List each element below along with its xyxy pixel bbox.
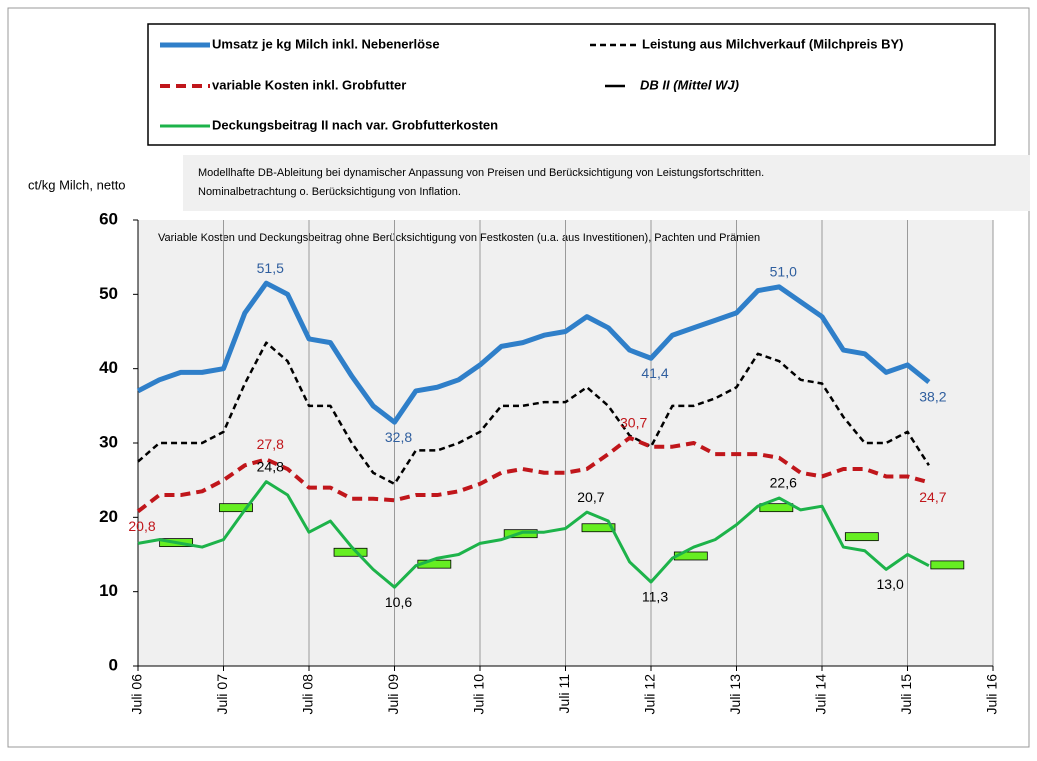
data-label: 20,7 — [577, 489, 604, 505]
data-label: 27,8 — [257, 436, 284, 452]
mean-marker — [581, 523, 616, 533]
y-axis-label: ct/kg Milch, netto — [28, 177, 126, 192]
mean-marker — [759, 503, 794, 513]
series-line — [137, 480, 930, 589]
y-tick-label: 20 — [99, 507, 118, 526]
data-label: 24,8 — [257, 458, 284, 474]
data-label: 24,7 — [919, 489, 946, 505]
y-tick-label: 60 — [99, 209, 118, 228]
data-label: 30,7 — [620, 414, 647, 430]
y-tick-label: 50 — [99, 284, 118, 303]
x-tick-label: Juli 08 — [300, 674, 316, 715]
x-tick-label: Juli 10 — [471, 674, 487, 715]
legend-label: Deckungsbeitrag II nach var. Grobfutterk… — [212, 117, 498, 132]
legend-box — [147, 23, 996, 146]
legend-label: Leistung aus Milchverkauf (Milchpreis BY… — [642, 36, 904, 51]
x-tick-label: Juli 12 — [642, 674, 658, 715]
data-label: 38,2 — [919, 389, 946, 405]
note: Modellhafte DB-Ableitung bei dynamischer… — [198, 167, 764, 179]
mean-marker — [930, 560, 965, 570]
x-tick-label: Juli 11 — [556, 674, 572, 714]
mean-marker — [333, 547, 368, 557]
legend-label: DB II (Mittel WJ) — [640, 77, 739, 92]
data-label: 51,0 — [770, 264, 797, 280]
data-label: 11,3 — [642, 589, 668, 605]
x-tick-label: Juli 14 — [813, 674, 829, 715]
y-tick-label: 40 — [99, 358, 118, 377]
legend-label: variable Kosten inkl. Grobfutter — [212, 77, 406, 92]
series-line — [137, 341, 930, 486]
data-label: 32,8 — [385, 429, 412, 445]
series-line — [136, 280, 931, 425]
data-label: 41,4 — [641, 365, 668, 381]
annotation: Variable Kosten und Deckungsbeitrag ohne… — [158, 232, 760, 244]
note-box — [183, 155, 1030, 211]
x-tick-label: Juli 07 — [214, 674, 230, 715]
x-tick-label: Juli 13 — [727, 674, 743, 715]
y-tick-label: 0 — [109, 655, 118, 674]
series-line — [136, 435, 930, 513]
x-tick-label: Juli 15 — [898, 674, 914, 715]
mean-marker — [219, 503, 253, 513]
x-tick-label: Juli 09 — [385, 674, 401, 715]
mean-marker — [844, 532, 879, 542]
data-label: 10,6 — [385, 594, 412, 610]
y-tick-label: 30 — [99, 432, 118, 451]
data-label: 13,0 — [877, 576, 904, 592]
note: Nominalbetrachtung o. Berücksichtigung v… — [198, 186, 461, 198]
legend-label: Umsatz je kg Milch inkl. Nebenerlöse — [212, 36, 440, 51]
x-tick-label: Juli 06 — [129, 674, 145, 715]
data-label: 22,6 — [770, 475, 797, 491]
data-label: 20,8 — [128, 518, 155, 534]
x-tick-label: Juli 16 — [984, 674, 1000, 715]
data-label: 51,5 — [257, 260, 284, 276]
y-tick-label: 10 — [99, 581, 118, 600]
